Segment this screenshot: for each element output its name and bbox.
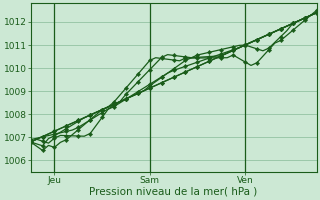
X-axis label: Pression niveau de la mer( hPa ): Pression niveau de la mer( hPa ) [90,187,258,197]
